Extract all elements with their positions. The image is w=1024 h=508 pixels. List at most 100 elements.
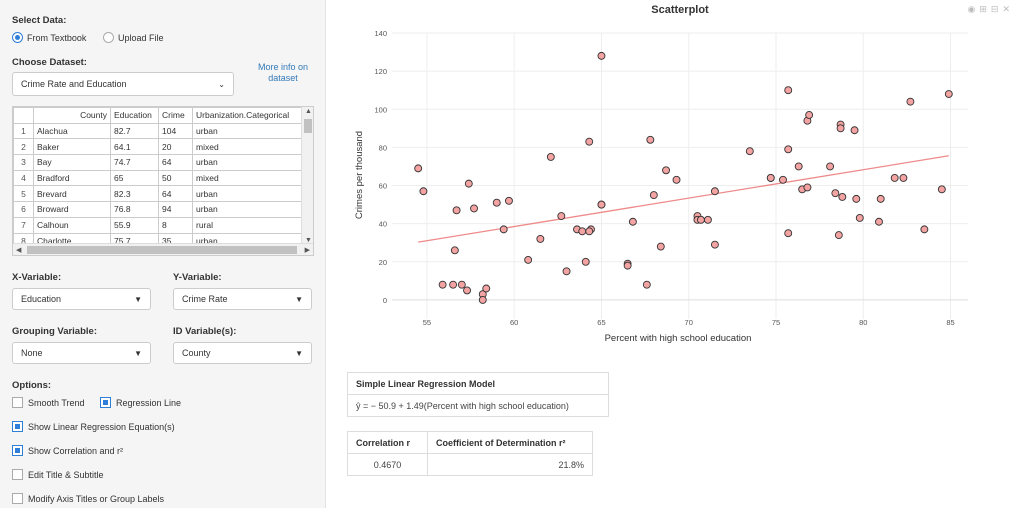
- scatter-point[interactable]: [585, 137, 594, 146]
- scatter-point[interactable]: [414, 164, 423, 173]
- scatter-point[interactable]: [890, 173, 899, 182]
- radio-from-textbook[interactable]: From Textbook: [12, 32, 86, 43]
- scatter-point[interactable]: [850, 126, 859, 135]
- reset-icon[interactable]: ✕: [1002, 4, 1010, 14]
- scatter-point[interactable]: [745, 147, 754, 156]
- scroll-left-icon[interactable]: ◀: [16, 247, 22, 254]
- scatter-point[interactable]: [492, 198, 501, 207]
- hscroll-thumb[interactable]: [27, 246, 297, 254]
- scatter-point[interactable]: [920, 225, 929, 234]
- scatter-point[interactable]: [524, 255, 533, 264]
- scatter-point[interactable]: [452, 206, 461, 215]
- scroll-up-icon[interactable]: ▲: [305, 108, 312, 115]
- show-equation-checkbox[interactable]: Show Linear Regression Equation(s): [12, 421, 175, 432]
- scatter-point[interactable]: [649, 191, 658, 200]
- scatter-point[interactable]: [696, 215, 705, 224]
- scatter-point[interactable]: [944, 90, 953, 98]
- id-variable-select[interactable]: County ▼: [173, 342, 312, 364]
- scatter-point[interactable]: [504, 196, 513, 205]
- scatter-point[interactable]: [937, 185, 946, 194]
- table-row[interactable]: 6 Broward 76.8 94 urban: [13, 201, 303, 218]
- show-correlation-checkbox[interactable]: Show Correlation and r²: [12, 445, 123, 456]
- col-header-crime[interactable]: Crime: [158, 107, 193, 124]
- scatter-point[interactable]: [597, 200, 606, 209]
- scatter-point[interactable]: [672, 175, 681, 184]
- scatter-point[interactable]: [478, 295, 487, 304]
- scatter-point[interactable]: [628, 217, 637, 226]
- scatter-point[interactable]: [834, 231, 843, 240]
- modify-axis-checkbox[interactable]: Modify Axis Titles or Group Labels: [12, 493, 164, 504]
- scatter-point[interactable]: [578, 227, 587, 236]
- scatter-point[interactable]: [805, 111, 814, 119]
- scatter-point[interactable]: [499, 225, 508, 234]
- scatter-point[interactable]: [642, 280, 651, 289]
- radio-upload-file-label: Upload File: [118, 32, 164, 43]
- scatter-point[interactable]: [836, 124, 845, 133]
- scatter-point[interactable]: [831, 189, 840, 198]
- scatter-point[interactable]: [766, 173, 775, 182]
- scatter-point[interactable]: [597, 51, 606, 60]
- dataset-select[interactable]: Crime Rate and Education ⌄: [12, 72, 234, 96]
- more-info-link[interactable]: More info on dataset: [250, 62, 316, 84]
- zoom-in-icon[interactable]: ⊞: [979, 4, 987, 14]
- scatter-point[interactable]: [779, 175, 787, 184]
- scatter-point[interactable]: [784, 145, 793, 154]
- scatter-point[interactable]: [784, 229, 793, 238]
- scatter-point[interactable]: [546, 152, 555, 161]
- scatter-point[interactable]: [899, 173, 908, 182]
- zoom-out-icon[interactable]: ⊟: [990, 4, 999, 14]
- scatter-point[interactable]: [464, 179, 473, 188]
- camera-icon[interactable]: ◉: [967, 4, 976, 14]
- scatter-point[interactable]: [906, 97, 915, 106]
- scatter-point[interactable]: [438, 280, 447, 289]
- scatter-point[interactable]: [876, 194, 885, 203]
- scatter-point[interactable]: [449, 280, 458, 289]
- regression-line-checkbox[interactable]: Regression Line: [100, 397, 181, 408]
- scatter-point[interactable]: [852, 194, 861, 203]
- table-row[interactable]: 2 Baker 64.1 20 mixed: [13, 138, 303, 156]
- scatter-point[interactable]: [562, 267, 571, 276]
- col-header-urbanization[interactable]: Urbanization.Categorical: [192, 107, 303, 124]
- scatter-point[interactable]: [710, 240, 719, 249]
- scatter-point[interactable]: [875, 217, 883, 226]
- scatter-point[interactable]: [803, 183, 812, 192]
- scatter-point[interactable]: [838, 193, 847, 201]
- radio-upload-file[interactable]: Upload File: [103, 32, 164, 43]
- scatterplot-chart[interactable]: 55 60 65 70 75 80 85 0 20 40 60 80 100 120 140 Percent…: [0, 0, 1024, 360]
- scatter-point[interactable]: [855, 213, 864, 222]
- scatter-point[interactable]: [623, 261, 632, 270]
- table-row[interactable]: 3 Bay 74.7 64 urban: [13, 154, 303, 171]
- scatter-point[interactable]: [419, 187, 428, 196]
- scatter-point[interactable]: [826, 162, 835, 171]
- scatter-point[interactable]: [482, 284, 491, 293]
- edit-title-checkbox[interactable]: Edit Title & Subtitle: [12, 469, 104, 480]
- scatter-point[interactable]: [656, 242, 665, 251]
- x-variable-select[interactable]: Education ▼: [12, 288, 151, 310]
- table-row[interactable]: 5 Brevard 82.3 64 urban: [13, 185, 303, 203]
- scatter-point[interactable]: [585, 227, 594, 236]
- grouping-variable-select[interactable]: None ▼: [12, 342, 151, 364]
- scatter-point[interactable]: [646, 135, 655, 144]
- scatter-point[interactable]: [457, 280, 466, 289]
- scatter-point[interactable]: [557, 212, 566, 220]
- scroll-right-icon[interactable]: ▶: [304, 247, 310, 254]
- horizontal-scrollbar[interactable]: ◀ ▶: [13, 243, 313, 255]
- dataset-table[interactable]: County Education Crime Urbanization.Cate…: [12, 106, 314, 256]
- vertical-scrollbar[interactable]: ▲ ▼: [301, 107, 313, 245]
- scroll-down-icon[interactable]: ▼: [305, 237, 312, 244]
- table-row[interactable]: 4 Bradford 65 50 mixed: [13, 169, 303, 187]
- scatter-point[interactable]: [470, 204, 478, 213]
- scatter-point[interactable]: [784, 86, 793, 95]
- col-header-county[interactable]: County: [33, 107, 111, 124]
- y-variable-select[interactable]: Crime Rate ▼: [173, 288, 312, 310]
- scatter-point[interactable]: [450, 246, 459, 255]
- scatter-point[interactable]: [581, 257, 590, 266]
- scatter-point[interactable]: [794, 162, 803, 171]
- scatter-point[interactable]: [710, 187, 719, 196]
- scatter-point[interactable]: [703, 215, 712, 224]
- scatter-point[interactable]: [463, 286, 472, 295]
- scatter-point[interactable]: [536, 234, 545, 243]
- smooth-trend-checkbox[interactable]: Smooth Trend: [12, 397, 85, 408]
- scroll-thumb[interactable]: [304, 119, 312, 133]
- scatter-point[interactable]: [662, 166, 670, 175]
